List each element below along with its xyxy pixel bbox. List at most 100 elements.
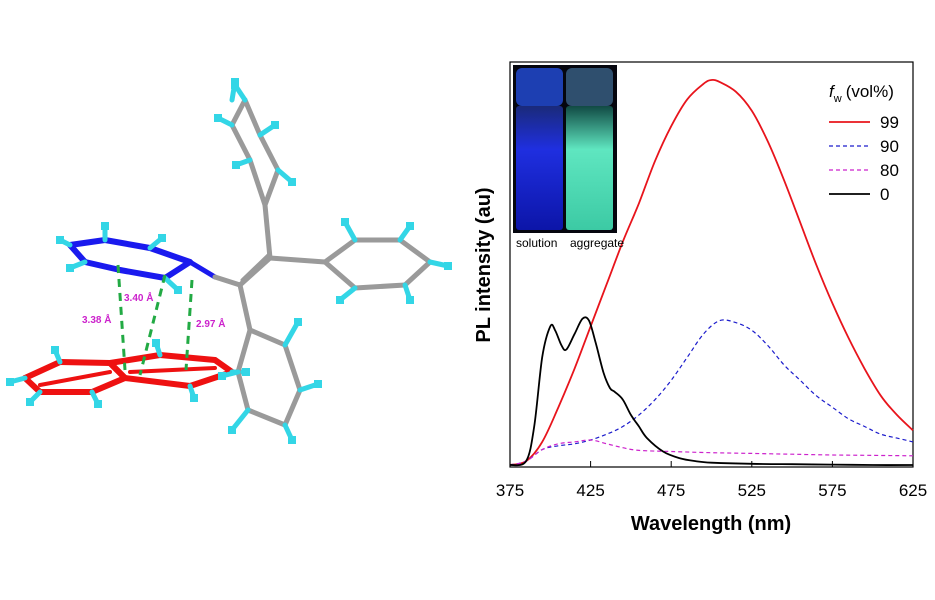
contact-line-3 [184, 279, 194, 371]
bond [235, 369, 251, 413]
hydrogen-atom [232, 161, 240, 169]
hydrogen-atom [190, 394, 198, 402]
hydrogen-atom [26, 398, 34, 406]
x-axis-ticks: 375 425 475 525 575 625 [496, 461, 927, 500]
bond [282, 387, 303, 428]
hydrogen-atom [228, 426, 236, 434]
hydrogen-atom [56, 236, 64, 244]
series-line-80 [509, 439, 914, 466]
legend-label-80: 80 [880, 161, 899, 180]
bond [282, 342, 303, 393]
x-tick-label: 525 [738, 481, 766, 500]
vial-solution-body [516, 106, 563, 230]
bond [322, 259, 358, 291]
bond [102, 237, 153, 251]
series-line-0 [509, 316, 914, 467]
hydrogen-atom [288, 436, 296, 444]
vial-aggregate-cap [566, 68, 613, 106]
distance-label-3: 2.97 Å [196, 317, 225, 330]
bond [67, 237, 108, 248]
series-layer [509, 79, 914, 467]
molecule-bonds [7, 79, 451, 443]
bond [257, 132, 281, 173]
bond [240, 253, 270, 282]
x-tick-label: 625 [899, 481, 927, 500]
series-line-99 [509, 79, 914, 466]
distance-label-1: 3.38 Å [82, 313, 111, 326]
vial-solution-cap [516, 68, 563, 106]
hydrogen-atom [341, 218, 349, 226]
x-tick-label: 475 [657, 481, 685, 500]
bond [262, 167, 281, 208]
bond [187, 259, 218, 280]
bond [122, 375, 193, 389]
hydrogen-atom [51, 346, 59, 354]
pl-spectra-chart: 375 425 475 525 575 625 Wavelength (nm) PL in… [473, 61, 927, 535]
hydrogen-atom [242, 368, 250, 376]
bond [235, 327, 253, 375]
legend-label-0: 0 [880, 185, 889, 204]
inset-vial-photo: solution aggregate [513, 65, 624, 250]
x-tick-label: 375 [496, 481, 524, 500]
bond [402, 259, 433, 288]
bond [89, 375, 128, 395]
legend-title-symbol: f [829, 82, 836, 101]
bond [82, 259, 123, 273]
bond [57, 359, 113, 366]
bond [22, 375, 43, 395]
distance-label-2: 3.40 Å [124, 291, 153, 304]
x-tick-label: 575 [818, 481, 846, 500]
bond [237, 282, 253, 333]
legend-title: fw (vol%) [829, 82, 894, 105]
hydrogen-atom [101, 222, 109, 230]
bond [162, 259, 193, 281]
x-axis-title: Wavelength (nm) [631, 513, 791, 535]
bond [237, 255, 273, 288]
bond [212, 274, 243, 288]
hydrogen-atom [288, 178, 296, 186]
bond [247, 327, 288, 348]
bond [245, 407, 288, 428]
x-tick-label: 425 [576, 481, 604, 500]
bond [229, 122, 253, 163]
intermolecular-contacts [116, 264, 194, 376]
hydrogen-atom [214, 114, 222, 122]
hydrogen-atom [6, 378, 14, 386]
hydrogen-atom [294, 318, 302, 326]
plot-frame [509, 61, 914, 468]
contact-line-2 [138, 274, 167, 376]
legend-entries: 99 90 80 0 [829, 113, 899, 204]
inset-label-aggregate: aggregate [570, 236, 624, 250]
legend: fw (vol%) 99 90 80 0 [829, 82, 899, 204]
bond [267, 255, 328, 265]
hydrogen-atom [314, 380, 322, 388]
hydrogen-atom [66, 264, 74, 272]
bond [67, 242, 88, 265]
molecule-hydrogens [6, 78, 452, 444]
bond [352, 282, 408, 291]
inset-label-solution: solution [516, 236, 557, 250]
hydrogen-atom [336, 296, 344, 304]
hydrogen-atom [218, 372, 226, 380]
series-line-90 [509, 319, 914, 466]
bond [242, 97, 263, 138]
bond [107, 352, 163, 366]
legend-title-unit: (vol%) [846, 82, 894, 101]
hydrogen-atom [231, 78, 239, 86]
bond [117, 267, 168, 281]
bond [229, 97, 248, 128]
bond [147, 245, 193, 265]
legend-label-99: 99 [880, 113, 899, 132]
hydrogen-atom [406, 296, 414, 304]
bond [262, 202, 273, 261]
hydrogen-atom [444, 262, 452, 270]
bond [22, 359, 63, 381]
hydrogen-atom [152, 339, 160, 347]
molecule-structure: 3.38 Å 3.40 Å 2.97 Å [6, 78, 452, 444]
y-axis-title: PL intensity (au) [473, 187, 495, 342]
bond [397, 237, 433, 265]
legend-label-90: 90 [880, 137, 899, 156]
legend-title-subscript: w [833, 93, 842, 105]
bond [107, 360, 128, 381]
